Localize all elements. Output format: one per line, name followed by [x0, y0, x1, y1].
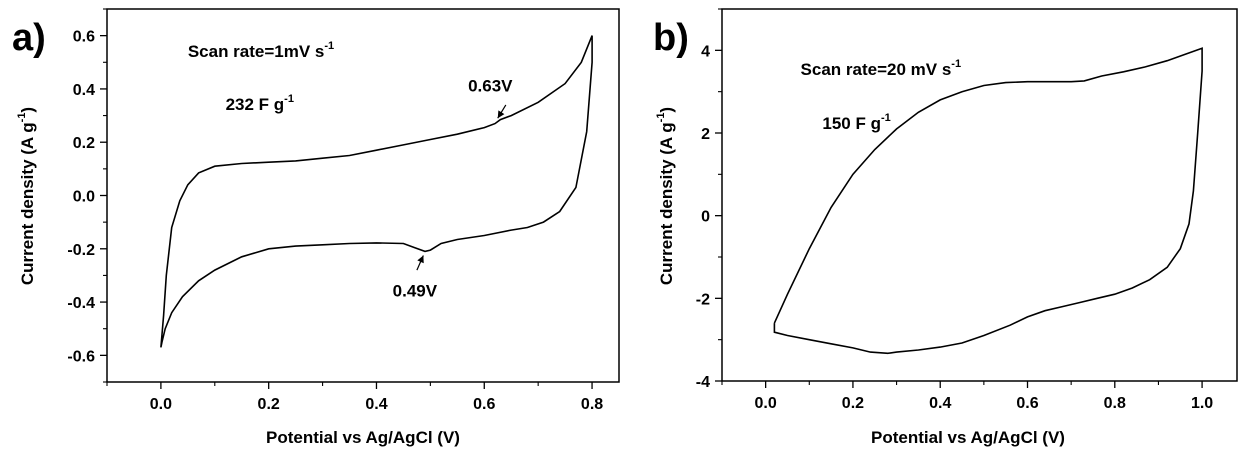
- x-tick-label: 0.4: [929, 395, 951, 412]
- y-tick-label: 2: [701, 126, 710, 143]
- x-tick-label: 1.0: [1191, 395, 1213, 412]
- x-tick-label: 0.2: [842, 395, 864, 412]
- panel-a-frame: [106, 8, 620, 383]
- x-tick-label: 0.8: [1104, 395, 1126, 412]
- x-tick-label: 0.4: [365, 396, 387, 413]
- x-tick-label: 0.0: [150, 396, 172, 413]
- y-tick-label: 0.0: [73, 189, 95, 206]
- x-tick-label: 0.0: [755, 395, 777, 412]
- y-tick-label: 0.6: [73, 29, 95, 46]
- y-tick-label: 4: [701, 43, 710, 60]
- x-tick-label: 0.6: [1016, 395, 1038, 412]
- panel-a: a) 0.0 0.2 0.4 0.6 0.8 -0.6 -0.4 -0.2 0.0 0.2 0.4…: [12, 8, 620, 447]
- y-tick-label: -0.4: [67, 295, 95, 312]
- panel-a-x-ticks: 0.0 0.2 0.4 0.6 0.8: [106, 382, 603, 413]
- x-tick-label: 0.8: [581, 396, 603, 413]
- panel-b: b) 0.0 0.2 0.4 0.6 0.8 1.0 -4 -2 0 2 4 Potential …: [653, 8, 1238, 447]
- panel-a-anodic-peak-label: 0.63V: [468, 77, 513, 96]
- panel-b-label: b): [653, 17, 689, 59]
- panel-a-scan-rate-label: Scan rate=1mV s-1: [188, 40, 334, 61]
- panel-b-x-axis-title: Potential vs Ag/AgCl (V): [871, 428, 1065, 447]
- y-tick-label: -0.6: [67, 348, 95, 365]
- y-tick-label: 0.2: [73, 135, 95, 152]
- panel-b-frame: [721, 8, 1238, 382]
- panel-a-cv-curve: [160, 35, 593, 348]
- y-tick-label: -0.2: [67, 242, 95, 259]
- panel-b-cv-curve: [773, 47, 1203, 355]
- panel-b-scan-rate-label: Scan rate=20 mV s-1: [801, 58, 962, 79]
- panel-b-y-axis-title: Current density (A g-1): [655, 107, 676, 285]
- panel-b-y-ticks: -4 -2 0 2 4: [696, 8, 722, 391]
- x-tick-label: 0.2: [258, 396, 280, 413]
- y-tick-label: -2: [696, 291, 710, 308]
- panel-a-x-axis-title: Potential vs Ag/AgCl (V): [266, 428, 460, 447]
- panel-a-anodic-peak-arrowhead: [497, 110, 505, 119]
- panel-a-label: a): [12, 17, 46, 59]
- panel-a-cathodic-peak-arrowhead: [417, 255, 424, 264]
- panel-a-y-axis-title: Current density (A g-1): [16, 107, 37, 285]
- panel-b-x-ticks: 0.0 0.2 0.4 0.6 0.8 1.0: [721, 381, 1213, 412]
- y-tick-label: 0.4: [73, 82, 95, 99]
- panel-a-y-ticks: -0.6 -0.4 -0.2 0.0 0.2 0.4 0.6: [67, 8, 107, 383]
- y-tick-label: 0: [701, 209, 710, 226]
- y-tick-label: -4: [696, 374, 710, 391]
- panel-b-capacitance-label: 150 F g-1: [822, 112, 890, 133]
- panel-a-capacitance-label: 232 F g-1: [226, 93, 294, 114]
- panel-a-cathodic-peak-label: 0.49V: [393, 282, 438, 301]
- x-tick-label: 0.6: [473, 396, 495, 413]
